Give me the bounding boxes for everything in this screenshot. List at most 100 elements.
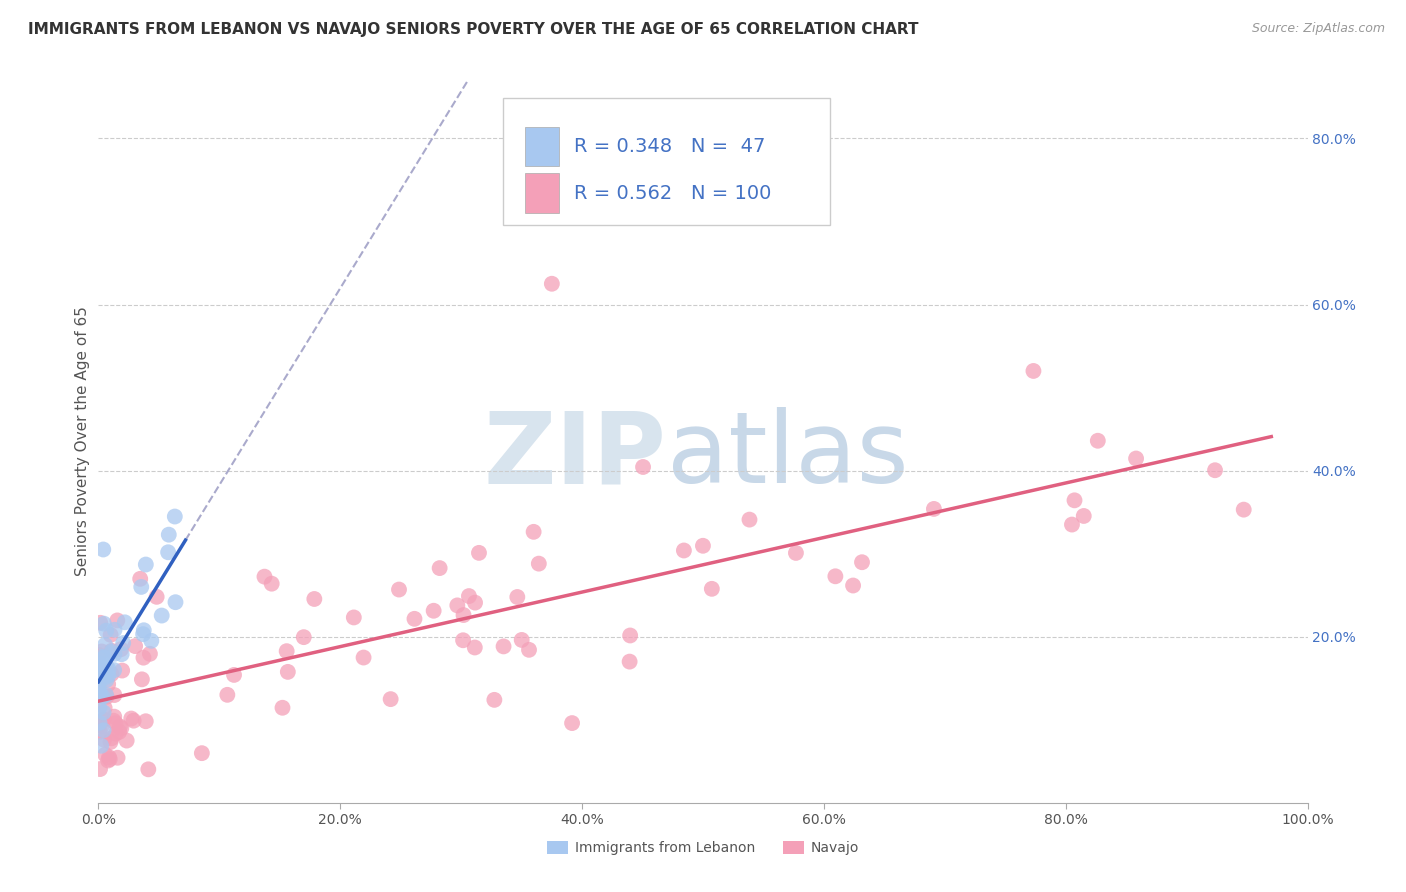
Point bbox=[120, 712, 142, 726]
Point bbox=[94, 688, 117, 702]
Point bbox=[87, 680, 110, 694]
Point bbox=[1087, 434, 1109, 448]
Point bbox=[429, 561, 451, 575]
Point bbox=[110, 721, 132, 735]
Point bbox=[97, 668, 120, 682]
Point bbox=[136, 762, 159, 776]
Point bbox=[145, 590, 167, 604]
Point bbox=[104, 716, 127, 731]
Point bbox=[785, 546, 807, 560]
Point bbox=[141, 633, 163, 648]
Point bbox=[97, 677, 120, 691]
Point bbox=[110, 642, 132, 657]
Point bbox=[103, 647, 125, 661]
Point bbox=[260, 576, 283, 591]
Point bbox=[97, 662, 120, 676]
Point bbox=[111, 664, 134, 678]
Point bbox=[619, 655, 641, 669]
Point bbox=[93, 650, 115, 665]
Point bbox=[93, 667, 115, 681]
Point bbox=[1233, 502, 1256, 516]
Point bbox=[824, 569, 846, 583]
Point bbox=[922, 502, 945, 516]
Point bbox=[217, 688, 239, 702]
Point bbox=[276, 644, 298, 658]
Point bbox=[692, 539, 714, 553]
Point bbox=[380, 692, 402, 706]
Point bbox=[100, 644, 122, 658]
Point bbox=[304, 592, 326, 607]
Point bbox=[100, 731, 122, 746]
Point bbox=[108, 725, 131, 739]
Point bbox=[94, 638, 117, 652]
Point bbox=[96, 624, 118, 638]
Point bbox=[191, 746, 214, 760]
Point bbox=[851, 555, 873, 569]
Text: IMMIGRANTS FROM LEBANON VS NAVAJO SENIORS POVERTY OVER THE AGE OF 65 CORRELATION: IMMIGRANTS FROM LEBANON VS NAVAJO SENIOR… bbox=[28, 22, 918, 37]
Point bbox=[1125, 451, 1147, 466]
Point bbox=[89, 657, 111, 671]
Point bbox=[464, 596, 486, 610]
Point bbox=[97, 754, 120, 768]
Point bbox=[738, 513, 761, 527]
Point bbox=[112, 636, 135, 650]
Point bbox=[103, 623, 125, 637]
Point bbox=[87, 685, 110, 699]
Point bbox=[353, 650, 375, 665]
Point bbox=[453, 608, 475, 623]
Point bbox=[101, 644, 124, 658]
Point bbox=[103, 688, 125, 702]
Point bbox=[103, 714, 125, 728]
Point bbox=[93, 732, 115, 747]
Y-axis label: Seniors Poverty Over the Age of 65: Seniors Poverty Over the Age of 65 bbox=[75, 307, 90, 576]
Point bbox=[93, 713, 115, 727]
Point bbox=[87, 657, 110, 671]
Point bbox=[446, 599, 468, 613]
Point bbox=[104, 726, 127, 740]
Point bbox=[96, 673, 118, 687]
Point bbox=[90, 714, 112, 729]
Point bbox=[1063, 493, 1085, 508]
Point bbox=[506, 590, 529, 604]
Point bbox=[388, 582, 411, 597]
Point bbox=[842, 578, 865, 592]
Point bbox=[100, 628, 122, 642]
Point bbox=[91, 719, 114, 733]
Point bbox=[132, 624, 155, 638]
Point bbox=[93, 616, 115, 631]
Point bbox=[253, 569, 276, 583]
FancyBboxPatch shape bbox=[503, 98, 830, 225]
Point bbox=[631, 460, 654, 475]
Point bbox=[165, 595, 187, 609]
Point bbox=[157, 545, 180, 559]
Point bbox=[700, 582, 723, 596]
Text: atlas: atlas bbox=[666, 408, 908, 505]
Point bbox=[619, 628, 641, 642]
Point bbox=[100, 735, 122, 749]
Text: R = 0.562   N = 100: R = 0.562 N = 100 bbox=[574, 184, 770, 202]
Point bbox=[132, 627, 155, 641]
Point bbox=[89, 762, 111, 776]
Point bbox=[93, 651, 115, 665]
Point bbox=[561, 716, 583, 731]
Point bbox=[87, 648, 110, 662]
Point bbox=[90, 644, 112, 658]
Point bbox=[135, 558, 157, 572]
Point bbox=[87, 686, 110, 700]
Point bbox=[468, 546, 491, 560]
Point bbox=[93, 706, 115, 720]
Point bbox=[510, 632, 533, 647]
Point bbox=[96, 690, 118, 704]
Legend: Immigrants from Lebanon, Navajo: Immigrants from Lebanon, Navajo bbox=[541, 836, 865, 861]
Point bbox=[343, 610, 366, 624]
Text: Source: ZipAtlas.com: Source: ZipAtlas.com bbox=[1251, 22, 1385, 36]
Point bbox=[91, 690, 114, 704]
Point bbox=[492, 640, 515, 654]
Point bbox=[131, 673, 153, 687]
Point bbox=[98, 752, 121, 766]
Point bbox=[89, 701, 111, 715]
Point bbox=[90, 739, 112, 753]
Point bbox=[111, 647, 134, 661]
Point bbox=[89, 687, 111, 701]
Point bbox=[94, 747, 117, 762]
